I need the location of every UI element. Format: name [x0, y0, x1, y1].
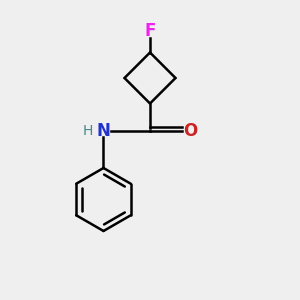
- Text: O: O: [183, 122, 198, 140]
- Text: N: N: [97, 122, 110, 140]
- Text: H: H: [83, 124, 93, 137]
- Text: F: F: [144, 22, 156, 40]
